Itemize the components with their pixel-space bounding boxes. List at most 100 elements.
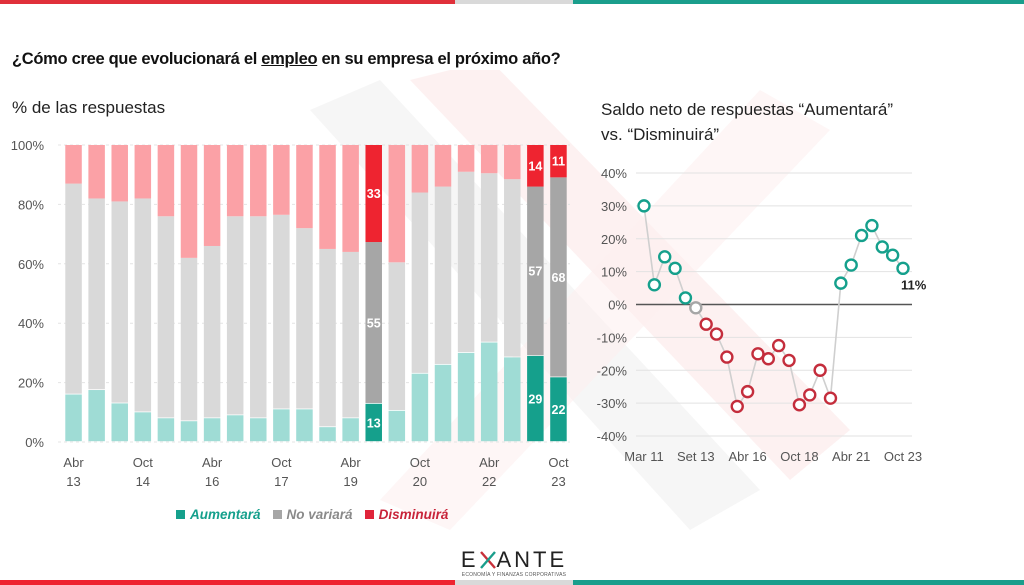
- y-tick-label: -40%: [597, 429, 628, 444]
- x-tick-label-month: Abr: [202, 455, 223, 470]
- bar-segment-disminuira: [180, 145, 198, 258]
- bar-segment-disminuira: [550, 145, 567, 178]
- band-gray-segment: [455, 580, 573, 585]
- bar-segment-aumentara: [342, 418, 359, 442]
- band-gray-segment: [455, 0, 573, 4]
- x-tick-label-month: Abr: [341, 455, 362, 470]
- bar-data-label: 55: [367, 316, 381, 330]
- top-brand-band: [0, 0, 1024, 4]
- y-tick-label: -20%: [597, 363, 628, 378]
- bar-segment-disminuira: [226, 145, 244, 217]
- x-tick-label-year: 23: [551, 474, 565, 489]
- legend-swatch-aumentara: [176, 510, 185, 519]
- bar-segment-aumentara: [157, 418, 175, 442]
- legend-label-no-variara: No variará: [286, 507, 353, 522]
- data-point: [854, 228, 869, 243]
- line-chart-title-line-1: Saldo neto de respuestas “Aumentará”: [601, 100, 894, 119]
- bar-segment-aumentara: [527, 355, 544, 442]
- page-title: ¿Cómo cree que evolucionará el empleo en…: [12, 50, 561, 69]
- bar-segment-no-variara: [65, 183, 82, 394]
- bar-segment-no-variara: [296, 228, 313, 409]
- data-point: [751, 347, 765, 361]
- bottom-brand-band: [0, 580, 1024, 585]
- y-tick-label: 0%: [608, 298, 627, 313]
- data-point: [678, 291, 693, 305]
- x-tick-label-year: 14: [136, 474, 150, 489]
- bar-data-label: 22: [552, 403, 566, 417]
- stacked-bar-chart: 0% 20% 40% 60% 80% 100% 33 55 13 14 57 29 11 68 22 Abr 1…: [11, 138, 570, 489]
- legend-swatch-no-variara: [272, 510, 282, 519]
- bar-segment-aumentara: [180, 421, 198, 442]
- bar-segment-no-variara: [319, 248, 336, 427]
- data-point: [834, 276, 848, 290]
- data-point: [792, 398, 807, 412]
- bar-segment-aumentara: [65, 394, 82, 442]
- y-tick-label: 40%: [18, 316, 44, 331]
- logo-letters-ante: ANTE: [496, 547, 568, 572]
- x-tick-label: Oct 23: [884, 449, 922, 464]
- bar-segment-disminuira: [203, 145, 221, 246]
- x-tick-label: Abr 16: [728, 449, 766, 464]
- bar-segment-no-variara: [480, 173, 498, 342]
- data-point: [844, 258, 858, 272]
- line-chart-title-line-2: vs. “Disminuirá”: [601, 125, 720, 144]
- bar-segment-no-variara: [388, 262, 406, 411]
- bar-segment-disminuira: [111, 145, 128, 202]
- bar-segment-disminuira: [388, 145, 406, 263]
- data-point: [668, 261, 682, 276]
- x-tick-label: Mar 11: [624, 449, 664, 464]
- bar-segment-disminuira: [65, 145, 82, 184]
- bar-segment-no-variara: [111, 201, 128, 403]
- logo-letter-e: E: [460, 547, 479, 572]
- bar-segment-aumentara: [550, 377, 567, 442]
- bar-segment-disminuira: [157, 145, 175, 217]
- bar-chart-legend: Aumentará No variará Disminuirá: [176, 507, 448, 522]
- bar-segment-disminuira: [365, 145, 382, 243]
- data-point: [813, 363, 827, 377]
- data-point: [823, 391, 838, 405]
- bar-segment-disminuira: [273, 145, 290, 215]
- bar-segment-disminuira: [296, 145, 313, 229]
- data-point: [730, 399, 744, 414]
- y-tick-label: 20%: [601, 232, 627, 247]
- logo-tagline: ECONOMÍA Y FINANZAS CORPORATIVAS: [461, 572, 567, 578]
- bar-segment-disminuira: [88, 145, 105, 199]
- data-point: [782, 353, 796, 368]
- x-tick-label-month: Abr: [479, 455, 500, 470]
- x-tick-label-month: Oct: [133, 455, 154, 470]
- bar-segment-no-variara: [134, 198, 152, 412]
- bar-segment-no-variara: [203, 245, 221, 418]
- logo-wordmark: E ANTE: [455, 549, 573, 571]
- legend-item-aumentara: Aumentará: [176, 507, 261, 522]
- x-tick-label-month: Oct: [410, 455, 431, 470]
- line-chart-title: Saldo neto de respuestas “Aumentará” vs. …: [601, 97, 961, 147]
- legend-label-aumentara: Aumentará: [190, 507, 261, 522]
- data-point: [761, 352, 776, 366]
- bar-segment-disminuira: [250, 145, 267, 217]
- band-teal-segment: [573, 580, 1024, 585]
- bar-segment-aumentara: [250, 418, 267, 442]
- logo-x-icon: [479, 550, 497, 570]
- bar-segment-aumentara: [88, 390, 105, 442]
- y-tick-label: 80%: [18, 197, 44, 212]
- x-tick-label: Abr 21: [832, 449, 870, 464]
- band-red-segment: [0, 580, 455, 585]
- bar-segment-aumentara: [480, 342, 498, 442]
- x-tick-label-month: Abr: [63, 455, 84, 470]
- bar-segment-disminuira: [134, 145, 152, 199]
- bar-segment-disminuira: [527, 145, 544, 187]
- bar-segment-aumentara: [134, 412, 152, 442]
- bar-segment-no-variara: [527, 186, 544, 356]
- data-point: [720, 350, 734, 364]
- title-underlined-word: empleo: [261, 50, 318, 68]
- bar-segment-aumentara: [434, 364, 452, 442]
- bar-segment-disminuira: [480, 145, 498, 174]
- x-tick-label: Oct 18: [780, 449, 818, 464]
- bar-segment-no-variara: [250, 216, 267, 418]
- bar-segment-no-variara: [365, 242, 382, 403]
- y-tick-label: 30%: [601, 199, 627, 214]
- bar-data-label: 11: [552, 155, 565, 169]
- y-tick-label: 40%: [601, 166, 627, 181]
- x-tick-label-year: 19: [343, 474, 357, 489]
- exante-logo: E ANTE ECONOMÍA Y FINANZAS CORPORATIVAS: [455, 549, 573, 579]
